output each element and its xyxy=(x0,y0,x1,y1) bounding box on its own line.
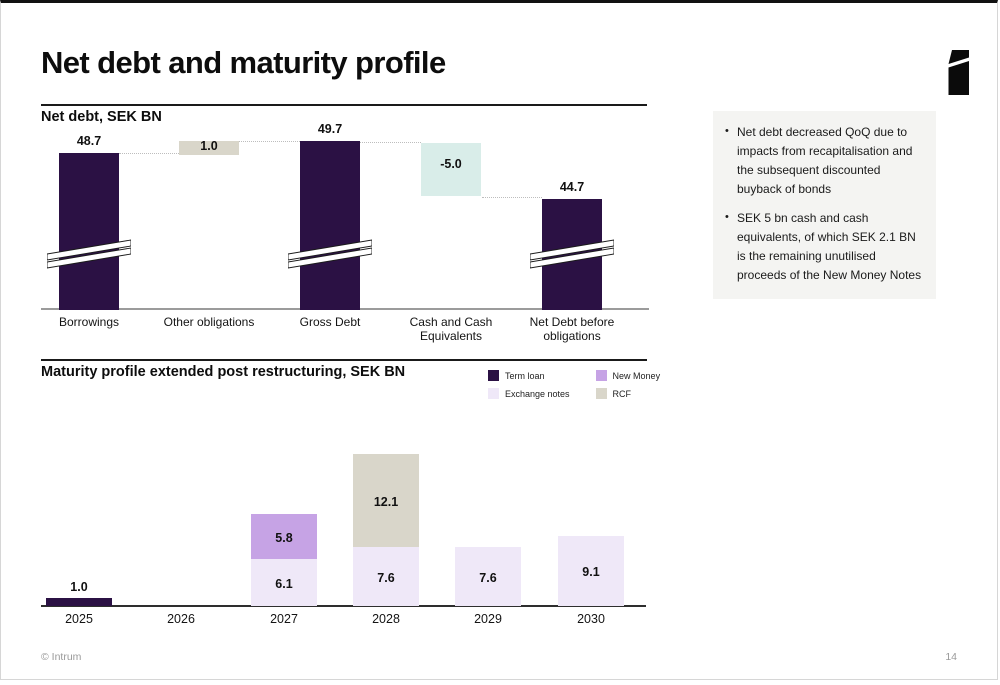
maturity-category-2029: 2029 xyxy=(474,612,502,626)
copyright: © Intrum xyxy=(41,651,82,663)
intrum-logo-icon xyxy=(948,50,969,95)
maturity-segment-new-money-2027 xyxy=(251,514,317,560)
page-number: 14 xyxy=(945,651,957,663)
waterfall-category-labels: Borrowings Other obligations Gross Debt Cas… xyxy=(41,315,649,349)
section-divider-mid xyxy=(41,359,647,361)
page-title: Net debt and maturity profile xyxy=(41,45,446,80)
maturity-segment-term-loan-2025 xyxy=(46,598,112,606)
segment-value-label: 9.1 xyxy=(582,564,600,579)
commentary-panel: Net debt decreased QoQ due to impacts fr… xyxy=(713,111,936,299)
maturity-stacked-chart: 1.0 6.1 5.8 7.6 12.1 7.6 9.1 xyxy=(41,428,646,607)
section-divider-top xyxy=(41,104,647,106)
legend-swatch-new-money xyxy=(595,370,607,381)
bar-value-label: -5.0 xyxy=(440,157,462,172)
bar-value-label: 44.7 xyxy=(559,180,585,194)
legend-label: New Money xyxy=(612,370,661,381)
maturity-segment-exchange-notes-2029 xyxy=(455,547,521,606)
maturity-category-2025: 2025 xyxy=(65,612,93,626)
segment-value-label: 12.1 xyxy=(373,494,399,509)
legend-item-rcf: RCF xyxy=(595,386,661,401)
net-debt-waterfall-chart: 48.7 1.0 49.7 -5.0 44.7 xyxy=(41,113,649,310)
maturity-category-labels: 2025 2026 2027 2028 2029 2030 xyxy=(41,612,646,630)
legend-item-term-loan: Term loan xyxy=(488,368,570,383)
waterfall-bar-gross-debt xyxy=(300,141,360,310)
legend-item-new-money: New Money xyxy=(595,368,661,383)
bar-value-label: 1.0 xyxy=(200,138,218,153)
waterfall-bar-borrowings xyxy=(59,153,119,310)
maturity-x-axis xyxy=(41,605,646,607)
segment-value-label: 6.1 xyxy=(275,576,293,591)
maturity-segment-exchange-notes-2027 xyxy=(251,559,317,606)
legend-swatch-exchange-notes xyxy=(488,388,499,399)
segment-value-label: 7.6 xyxy=(377,570,395,585)
axis-break-icon xyxy=(530,239,614,269)
legend-label: Term loan xyxy=(505,370,545,381)
maturity-category-2027: 2027 xyxy=(270,612,298,626)
segment-value-label: 1.0 xyxy=(70,580,88,595)
net-debt-chart-title: Net debt, SEK BN xyxy=(41,109,162,125)
legend-label: RCF xyxy=(612,388,632,399)
waterfall-category-gross-debt: Gross Debt xyxy=(299,315,361,329)
waterfall-connector xyxy=(119,153,179,154)
bar-value-label: 48.7 xyxy=(76,134,102,148)
waterfall-connector xyxy=(360,142,421,143)
segment-value-label: 7.6 xyxy=(479,570,497,585)
maturity-category-2026: 2026 xyxy=(167,612,195,626)
waterfall-bar-other-obligations xyxy=(179,141,239,155)
axis-break-icon xyxy=(47,239,131,269)
maturity-segment-exchange-notes-2028 xyxy=(353,547,419,606)
segment-value-label: 5.8 xyxy=(275,530,293,545)
waterfall-bar-cash-and-cash-equivalents xyxy=(421,143,481,196)
waterfall-category-net-debt-before-obligations: Net Debt before obligations xyxy=(529,315,615,344)
waterfall-connector xyxy=(239,141,300,142)
waterfall-connector xyxy=(482,197,542,198)
legend-item-exchange-notes: Exchange notes xyxy=(488,386,570,401)
maturity-segment-exchange-notes-2030 xyxy=(558,535,624,606)
maturity-chart-legend: Term loan Exchange notes New Money RCF xyxy=(488,368,660,401)
bar-value-label: 49.7 xyxy=(317,122,343,136)
waterfall-category-borrowings: Borrowings xyxy=(58,315,120,329)
maturity-category-2028: 2028 xyxy=(372,612,400,626)
maturity-chart-title: Maturity profile extended post restructu… xyxy=(41,364,406,380)
commentary-bullet-list: Net debt decreased QoQ due to impacts fr… xyxy=(723,123,924,285)
waterfall-category-cash-and-cash-equivalents: Cash and Cash Equivalents xyxy=(409,315,493,344)
commentary-bullet: SEK 5 bn cash and cash equivalents, of w… xyxy=(723,209,924,285)
maturity-category-2030: 2030 xyxy=(577,612,605,626)
waterfall-category-other-obligations: Other obligations xyxy=(163,315,255,329)
maturity-segment-rcf-2028 xyxy=(353,454,419,548)
legend-swatch-rcf xyxy=(595,388,607,399)
legend-label: Exchange notes xyxy=(505,388,570,399)
axis-break-icon xyxy=(288,239,372,269)
legend-swatch-term-loan xyxy=(488,370,499,381)
commentary-bullet: Net debt decreased QoQ due to impacts fr… xyxy=(723,123,924,199)
